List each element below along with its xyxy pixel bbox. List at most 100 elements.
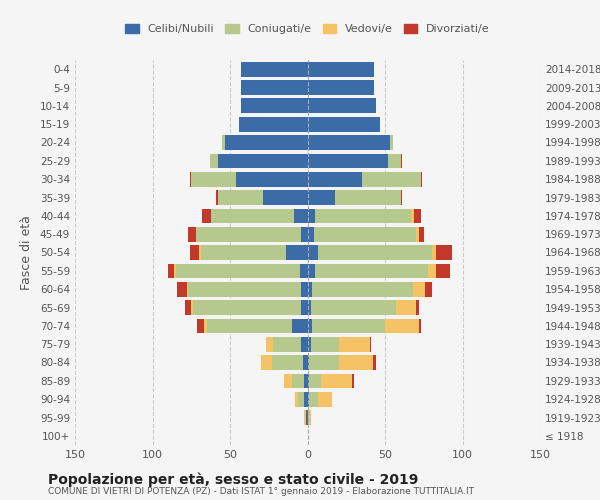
Bar xyxy=(174,264,176,278)
Bar xyxy=(319,392,332,406)
Bar xyxy=(191,300,193,315)
Bar xyxy=(202,208,211,223)
Bar xyxy=(211,208,293,223)
Bar xyxy=(311,300,396,315)
Bar xyxy=(187,282,188,296)
Bar xyxy=(266,337,274,351)
Bar xyxy=(308,337,311,351)
Bar xyxy=(308,117,380,132)
Bar xyxy=(308,264,315,278)
Bar xyxy=(413,282,425,296)
Bar xyxy=(304,410,306,425)
Y-axis label: Anni di nascita: Anni di nascita xyxy=(596,206,600,298)
Bar xyxy=(298,392,304,406)
Bar xyxy=(241,62,308,76)
Bar xyxy=(309,355,338,370)
Legend: Celibi/Nubili, Coniugati/e, Vedovi/e, Divorziati/e: Celibi/Nubili, Coniugati/e, Vedovi/e, Di… xyxy=(121,20,494,38)
Bar xyxy=(428,264,436,278)
Bar xyxy=(419,318,421,333)
Bar xyxy=(176,264,300,278)
Bar xyxy=(286,245,308,260)
Bar xyxy=(421,172,422,186)
Bar xyxy=(241,98,308,113)
Bar xyxy=(207,318,292,333)
Bar xyxy=(352,374,354,388)
Bar xyxy=(308,410,309,425)
Bar xyxy=(419,227,424,242)
Bar xyxy=(389,135,393,150)
Bar xyxy=(197,318,203,333)
Bar xyxy=(188,282,301,296)
Bar xyxy=(308,154,388,168)
Bar xyxy=(396,300,416,315)
Bar xyxy=(203,318,207,333)
Bar xyxy=(190,172,191,186)
Bar xyxy=(216,190,218,205)
Bar xyxy=(236,172,308,186)
Text: COMUNE DI VIETRI DI POTENZA (PZ) - Dati ISTAT 1° gennaio 2019 - Elaborazione TUT: COMUNE DI VIETRI DI POTENZA (PZ) - Dati … xyxy=(48,488,474,496)
Bar xyxy=(315,264,428,278)
Bar xyxy=(308,318,312,333)
Bar xyxy=(388,154,401,168)
Bar xyxy=(301,282,308,296)
Bar xyxy=(218,154,308,168)
Bar xyxy=(178,282,187,296)
Bar xyxy=(272,355,303,370)
Text: Popolazione per età, sesso e stato civile - 2019: Popolazione per età, sesso e stato civil… xyxy=(48,472,418,487)
Bar xyxy=(314,227,416,242)
Bar xyxy=(261,355,272,370)
Bar xyxy=(312,318,385,333)
Bar xyxy=(292,374,304,388)
Bar xyxy=(436,245,452,260)
Bar xyxy=(431,245,436,260)
Bar xyxy=(338,355,373,370)
Bar xyxy=(241,80,308,95)
Bar xyxy=(308,355,309,370)
Bar xyxy=(308,392,309,406)
Bar xyxy=(222,135,226,150)
Bar xyxy=(200,245,286,260)
Bar xyxy=(308,190,335,205)
Bar xyxy=(199,245,200,260)
Bar xyxy=(362,172,421,186)
Bar xyxy=(308,282,312,296)
Bar xyxy=(436,264,450,278)
Bar xyxy=(188,227,196,242)
Bar xyxy=(218,190,263,205)
Bar xyxy=(309,392,319,406)
Bar xyxy=(190,245,199,260)
Bar xyxy=(415,208,421,223)
Bar xyxy=(308,208,315,223)
Bar xyxy=(401,154,402,168)
Bar xyxy=(274,337,301,351)
Bar xyxy=(284,374,292,388)
Bar xyxy=(196,227,301,242)
Bar xyxy=(308,300,311,315)
Bar xyxy=(304,374,308,388)
Bar xyxy=(239,117,308,132)
Bar xyxy=(308,98,376,113)
Bar xyxy=(416,300,419,315)
Bar xyxy=(309,374,322,388)
Bar xyxy=(308,245,319,260)
Bar xyxy=(185,300,191,315)
Bar xyxy=(308,172,362,186)
Bar xyxy=(168,264,174,278)
Bar xyxy=(311,337,338,351)
Y-axis label: Fasce di età: Fasce di età xyxy=(20,215,33,290)
Bar xyxy=(308,62,374,76)
Bar xyxy=(309,410,311,425)
Bar xyxy=(370,337,371,351)
Bar xyxy=(226,135,308,150)
Bar xyxy=(322,374,352,388)
Bar xyxy=(308,80,374,95)
Bar xyxy=(308,227,314,242)
Bar xyxy=(308,135,389,150)
Bar xyxy=(263,190,308,205)
Bar xyxy=(319,245,431,260)
Bar xyxy=(292,318,308,333)
Bar xyxy=(304,392,308,406)
Bar xyxy=(301,337,308,351)
Bar xyxy=(191,172,236,186)
Bar xyxy=(335,190,401,205)
